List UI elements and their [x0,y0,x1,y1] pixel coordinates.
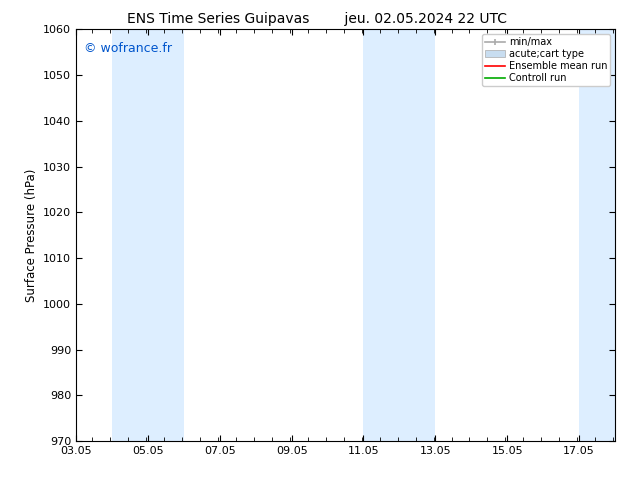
Bar [112,29,184,441]
Y-axis label: Surface Pressure (hPa): Surface Pressure (hPa) [25,169,37,302]
Legend: min/max, acute;cart type, Ensemble mean run, Controll run: min/max, acute;cart type, Ensemble mean … [482,34,610,86]
Text: © wofrance.fr: © wofrance.fr [84,42,172,55]
Bar [363,29,436,441]
Bar [579,29,631,441]
Text: ENS Time Series Guipavas        jeu. 02.05.2024 22 UTC: ENS Time Series Guipavas jeu. 02.05.2024… [127,12,507,26]
